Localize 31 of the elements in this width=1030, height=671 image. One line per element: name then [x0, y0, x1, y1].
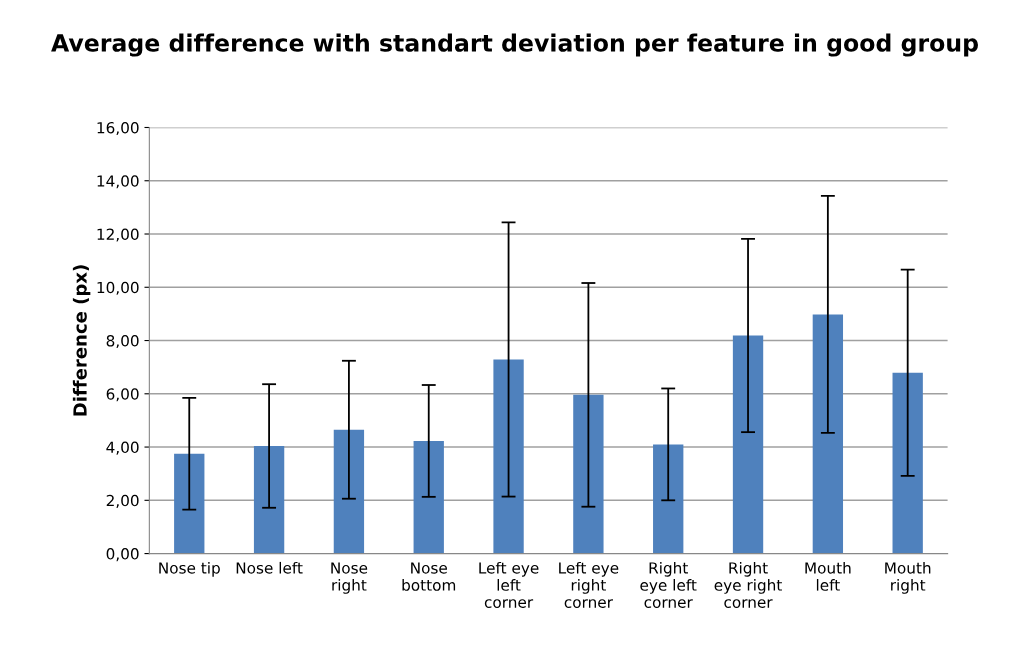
x-tick-label: Right eye left corner [640, 561, 697, 608]
bar [174, 453, 205, 554]
x-tick-label: Mouth right [885, 561, 931, 594]
bar [892, 372, 923, 554]
y-tick-label: 6,00 [106, 388, 139, 402]
y-tick-label: 12,00 [97, 228, 139, 242]
bar [812, 314, 844, 554]
y-tick-label: 8,00 [106, 335, 139, 349]
x-tick-label: Mouth left [805, 561, 851, 591]
y-tick-label: 2,00 [106, 494, 139, 508]
x-tick-label: Left eye right corner [559, 561, 619, 608]
y-tick-label: 4,00 [106, 441, 139, 455]
chart-title: Average difference with standart deviation per feature in good group [51, 33, 978, 57]
y-tick-label: 10,00 [97, 281, 139, 295]
x-tick-label: Nose bottom [402, 562, 456, 591]
bar [253, 445, 285, 554]
bar [653, 444, 684, 554]
bar [573, 394, 604, 554]
x-tick-label: Nose tip [159, 561, 220, 577]
bar [493, 359, 524, 554]
x-tick-label: Right eye right corner [714, 561, 782, 608]
y-tick-label: 14,00 [97, 175, 139, 189]
x-tick-label: Nose left [236, 561, 303, 574]
x-tick-label: Nose right [331, 562, 368, 594]
x-tick-label: Left eye left corner [479, 561, 539, 608]
bar [333, 429, 365, 554]
bar [732, 335, 764, 554]
y-tick-label: 0,00 [106, 548, 139, 562]
bar [413, 440, 444, 554]
y-axis-title: Difference (px) [72, 265, 91, 416]
y-tick-label: 16,00 [97, 121, 139, 136]
